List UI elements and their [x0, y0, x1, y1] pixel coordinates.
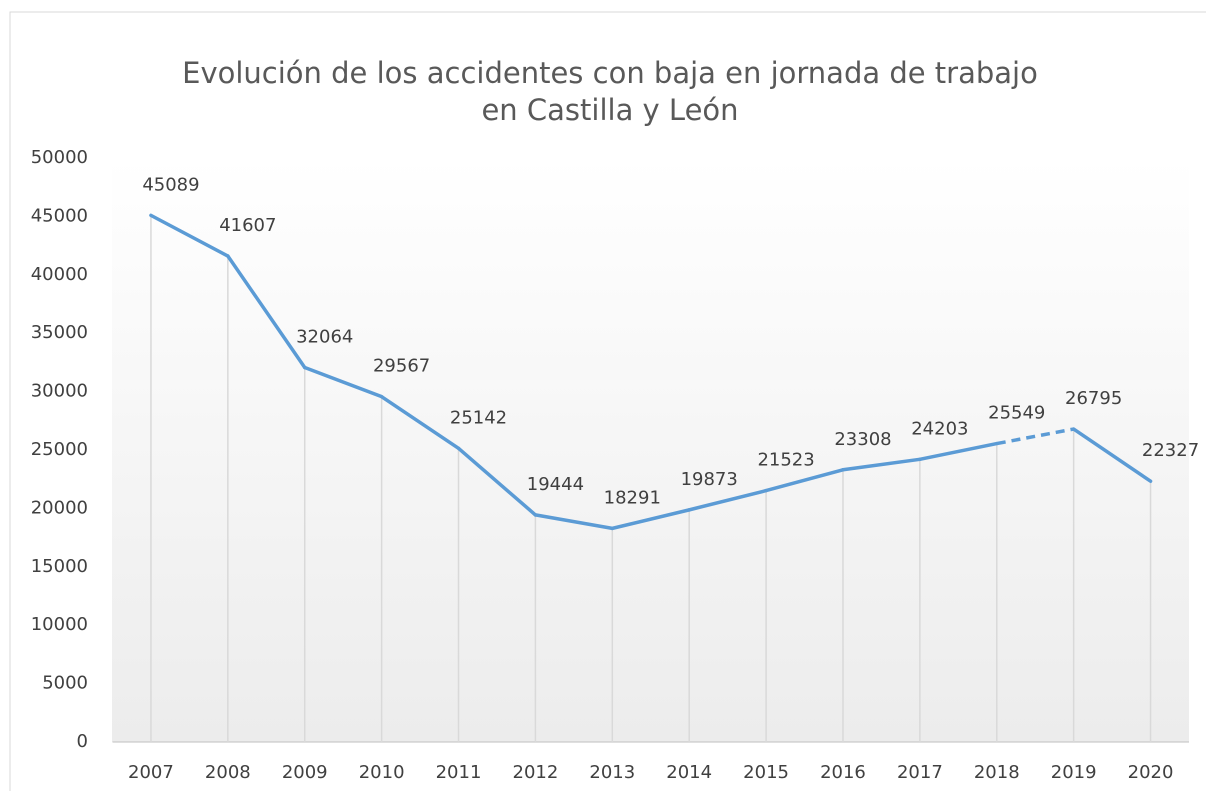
y-tick-label: 15000: [31, 556, 88, 577]
line-segment: [149, 213, 230, 258]
x-tick-label: 2010: [359, 762, 405, 783]
data-label: 22327: [1142, 440, 1199, 461]
line-segment: [996, 427, 1074, 446]
x-tick-label: 2008: [205, 762, 251, 783]
data-label: 19444: [527, 474, 584, 495]
data-label: 45089: [142, 174, 199, 195]
data-label: 18291: [604, 487, 661, 508]
line-segment: [533, 513, 615, 531]
x-tick-label: 2018: [974, 762, 1020, 783]
data-label: 19873: [681, 469, 738, 490]
x-tick-label: 2013: [589, 762, 635, 783]
x-tick-label: 2007: [128, 762, 174, 783]
x-tick-label: 2009: [282, 762, 328, 783]
x-tick-label: 2020: [1128, 762, 1174, 783]
plot-area: [112, 158, 1189, 742]
line-segment: [687, 488, 768, 512]
x-tick-label: 2011: [436, 762, 482, 783]
line-segment: [379, 394, 461, 451]
x-tick-label: 2017: [897, 762, 943, 783]
y-tick-label: 30000: [31, 381, 88, 402]
y-tick-label: 50000: [31, 147, 88, 168]
data-label: 21523: [757, 450, 814, 471]
line-segment: [456, 446, 538, 517]
data-label: 24203: [911, 418, 968, 439]
y-tick-label: 0: [77, 731, 88, 752]
x-tick-label: 2019: [1051, 762, 1097, 783]
y-tick-label: 20000: [31, 497, 88, 518]
data-label: 25142: [450, 407, 507, 428]
x-tick-label: 2016: [820, 762, 866, 783]
data-label: 32064: [296, 326, 353, 347]
line-segment: [226, 254, 307, 370]
line-segment: [302, 365, 384, 399]
y-tick-label: 40000: [31, 264, 88, 285]
data-label: 26795: [1065, 388, 1122, 409]
y-tick-label: 35000: [31, 322, 88, 343]
x-tick-label: 2014: [666, 762, 712, 783]
line-segment: [841, 457, 922, 472]
data-label: 29567: [373, 356, 430, 377]
data-label: 25549: [988, 403, 1045, 424]
data-label: 41607: [219, 215, 276, 236]
x-tick-label: 2012: [513, 762, 559, 783]
line-segment: [1071, 427, 1153, 483]
y-tick-label: 10000: [31, 614, 88, 635]
y-tick-label: 5000: [42, 673, 88, 694]
line-segment: [610, 508, 691, 531]
line-segment: [764, 468, 845, 493]
data-label: 23308: [834, 429, 891, 450]
x-tick-label: 2015: [743, 762, 789, 783]
y-tick-label: 25000: [31, 439, 88, 460]
chart-title: Evolución de los accidentes con baja en …: [182, 56, 1038, 90]
chart-title: en Castilla y León: [481, 93, 738, 127]
line-segment: [918, 441, 999, 462]
y-tick-label: 45000: [31, 205, 88, 226]
